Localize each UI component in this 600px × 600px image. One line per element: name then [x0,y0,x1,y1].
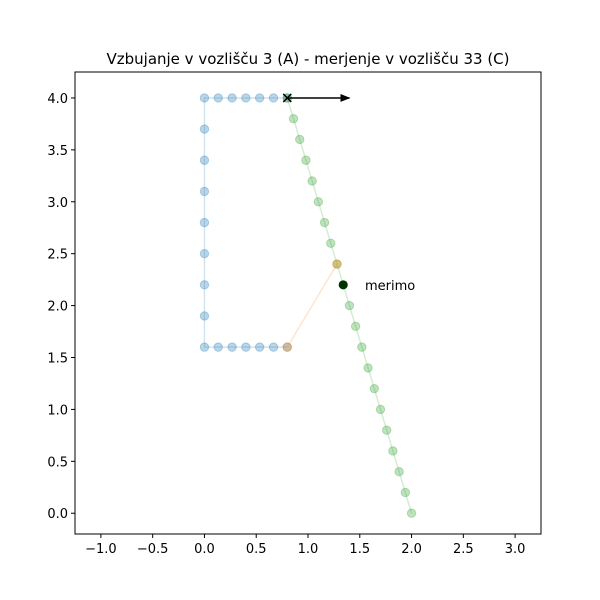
x-tick-label: 0.5 [246,542,267,557]
data-point [282,342,292,352]
data-point [241,342,251,352]
data-point [375,404,386,415]
measurement-point [338,280,348,290]
x-tick-label: 1.5 [349,542,370,557]
data-point [199,93,210,103]
data-point [254,342,265,352]
data-point [227,93,237,103]
data-point [288,114,299,124]
x-tick-label: 2.0 [401,542,422,557]
data-point [357,342,367,352]
y-tick-label: 2.5 [47,248,68,263]
y-tick-label: 0.0 [47,507,68,522]
data-point [344,300,355,311]
series-line-1 [286,97,413,514]
data-point [307,176,317,186]
x-tick-label: 2.5 [453,542,474,557]
data-point [199,342,210,352]
data-point [199,248,210,259]
data-point [295,134,305,145]
data-point [241,93,251,103]
y-tick-label: 4.0 [47,92,68,107]
axis-ticks: −1.0 −0.5 0.0 0.5 1.0 1.5 2.0 2.5 3.0 0.0 0.5 1.0 1.… [47,92,525,557]
data-point [382,425,392,435]
data-point [227,342,237,352]
data-point [199,186,210,197]
data-point [319,217,330,228]
data-point [301,155,311,165]
series-line-0 [203,97,288,348]
data-point [363,363,373,373]
y-tick-label: 3.0 [47,196,68,211]
y-tick-label: 1.0 [47,403,68,418]
data-point [213,342,223,352]
data-point [326,238,336,249]
x-tick-label: 0.0 [194,542,215,557]
data-point [268,93,279,103]
y-tick-label: 1.5 [47,352,68,367]
chart-title: Vzbujanje v vozlišču 3 (A) - merjenje v … [106,50,509,68]
data-point [268,342,279,352]
x-tick-label: 1.0 [298,542,319,557]
y-tick-label: 3.5 [47,144,68,159]
plot-area: merimo [199,93,417,518]
data-point [369,383,379,394]
data-point [213,93,223,103]
data-point [199,280,210,290]
data-point [282,342,292,352]
data-point [394,467,404,477]
data-point [313,197,324,207]
data-point [254,93,265,103]
data-point [400,487,411,498]
measurement-label: merimo [365,279,415,294]
data-point [199,155,210,165]
x-tick-label: −0.5 [137,542,169,557]
series-line-2 [286,263,338,348]
y-tick-label: 2.0 [47,300,68,315]
data-point [332,259,342,269]
data-point [199,124,210,134]
data-point [350,321,361,332]
x-tick-label: 3.0 [505,542,526,557]
data-point [332,259,342,269]
data-point [199,311,210,321]
data-point [199,217,210,228]
x-tick-label: −1.0 [85,542,117,557]
y-tick-label: 0.5 [47,455,68,470]
data-point [406,508,417,518]
data-point [388,446,398,456]
